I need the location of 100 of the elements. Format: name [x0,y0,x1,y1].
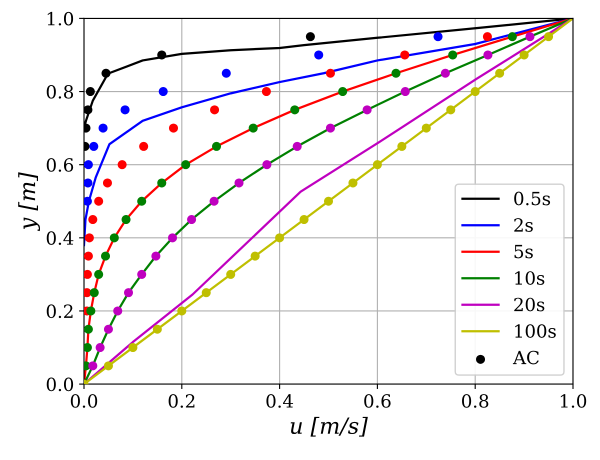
point [234,178,244,188]
point [544,32,554,42]
point [94,270,104,279]
point [400,50,410,60]
point [187,215,196,224]
point [88,361,98,370]
point [137,196,146,206]
point [495,68,504,78]
point [84,196,92,206]
point [168,124,178,133]
point [84,343,92,352]
x-tick-label: 0.8 [462,394,488,408]
x-tick-label: 0.0 [70,394,98,408]
y-tick-label: 0.8 [46,85,74,99]
point [96,343,105,352]
legend-label: 5s [514,244,533,258]
point [157,178,166,188]
point [181,160,190,170]
point [102,68,111,78]
x-tick-label: 0.4 [266,394,294,408]
point [212,142,222,151]
point [84,252,93,261]
x-tick-label: 0.2 [168,394,194,408]
point [101,252,110,261]
point [84,160,93,170]
point [118,160,127,170]
point [128,343,138,352]
legend-label: 10s [515,271,544,285]
point [326,124,335,133]
point [314,50,324,60]
point [324,196,333,206]
legend-label: 100s [515,324,556,338]
y-axis-title: y [m] [18,172,40,232]
legend-label: AC [512,350,539,364]
point [362,105,372,114]
point [84,178,92,188]
point [98,124,108,133]
point [262,160,272,170]
point [94,196,104,206]
legend-label: 0.5s [514,192,550,206]
point [508,32,517,42]
point [372,160,382,170]
point [139,142,148,151]
x-tick-label: 1.0 [560,394,586,408]
point [110,233,119,242]
point [88,215,98,224]
point [122,215,131,224]
y-tick-label: 1.0 [48,12,74,26]
point [152,324,162,334]
point [137,270,146,279]
point [300,215,309,224]
legend-label: 20s [514,298,544,312]
point [290,105,300,114]
point [168,233,178,242]
point [446,105,456,114]
point [525,32,534,42]
point [482,32,492,42]
point [434,32,443,42]
y-tick-label: 0.4 [46,231,74,245]
point [391,68,400,78]
point [222,68,231,78]
point [326,68,335,78]
point [248,124,258,133]
point [400,87,410,96]
point [292,142,302,151]
point [158,87,168,96]
point [86,87,95,96]
point [210,105,220,114]
point [151,252,160,261]
x-tick-label: 0.6 [364,394,391,408]
point [89,142,98,151]
legend-label: 2s [514,218,533,232]
point [440,68,450,78]
point [90,288,99,298]
point [210,196,219,206]
point [124,288,133,298]
point [104,361,113,370]
point [102,178,112,188]
point [202,288,211,298]
point [120,105,130,114]
point [483,50,492,60]
x-axis-title: u [m/s] [290,416,368,437]
point [250,252,260,261]
point [177,306,186,316]
point [397,142,406,151]
point [84,105,92,114]
point [84,270,92,279]
point [422,124,431,133]
point [113,306,122,316]
point [470,87,480,96]
point [520,50,529,60]
point [262,87,271,96]
point [104,324,113,334]
point [338,87,348,96]
point [226,270,236,279]
point [84,233,94,242]
point [306,32,315,42]
point [84,324,93,334]
y-tick-label: 0.6 [46,158,74,172]
point [275,233,284,242]
